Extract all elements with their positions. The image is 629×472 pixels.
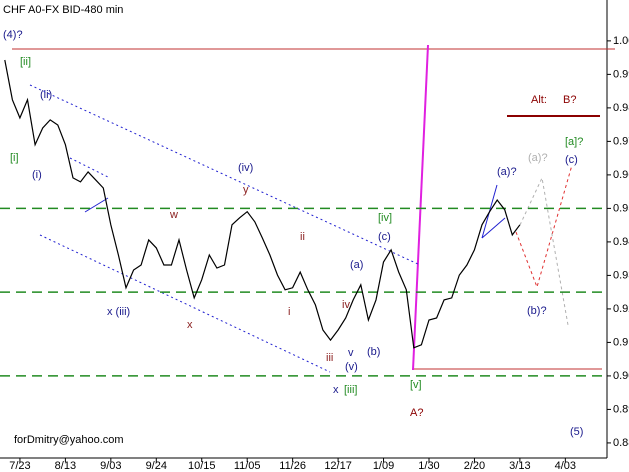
y-tick-label: 0.880 bbox=[613, 437, 629, 449]
x-tick-label: 11/05 bbox=[234, 460, 261, 472]
wave-label: [v] bbox=[410, 379, 422, 391]
wave-label: A? bbox=[410, 407, 423, 419]
wave-label: (4)? bbox=[3, 29, 23, 41]
y-tick-label: 0.930 bbox=[613, 269, 629, 281]
wave-label: (a)? bbox=[528, 152, 548, 164]
wave-label: (5) bbox=[570, 426, 583, 438]
wave-label: x (iii) bbox=[107, 306, 130, 318]
y-tick-label: 0.900 bbox=[613, 370, 629, 382]
alt-forecast-path bbox=[519, 176, 569, 326]
wave-label: (a)? bbox=[497, 166, 517, 178]
wave-label: (a) bbox=[350, 259, 363, 271]
y-tick-label: 0.920 bbox=[613, 303, 629, 315]
wave-label: (i) bbox=[32, 169, 42, 181]
wave-label: [ii] bbox=[20, 56, 31, 68]
x-tick-label: 3/13 bbox=[509, 460, 530, 472]
y-tick-label: 0.990 bbox=[613, 68, 629, 80]
y-tick-label: 0.970 bbox=[613, 135, 629, 147]
wave-label: y bbox=[243, 184, 249, 196]
x-tick-label: 2/20 bbox=[464, 460, 485, 472]
y-tick-label: 0.890 bbox=[613, 403, 629, 415]
x-tick-label: 7/23 bbox=[9, 460, 30, 472]
wave-label: forDmitry@yahoo.com bbox=[14, 434, 124, 446]
wave-label: ii bbox=[300, 231, 305, 243]
y-tick-label: 0.980 bbox=[613, 102, 629, 114]
chart-title: CHF A0-FX BID-480 min bbox=[3, 4, 123, 16]
wave-label: (c) bbox=[565, 154, 578, 166]
triangle bbox=[84, 184, 506, 239]
forecast-path bbox=[515, 164, 573, 289]
y-tick-label: 0.960 bbox=[613, 169, 629, 181]
x-tick-label: 11/26 bbox=[279, 460, 306, 472]
wave-label: (ii) bbox=[40, 89, 52, 101]
channel bbox=[29, 84, 421, 373]
wave-label: Alt: bbox=[531, 94, 547, 106]
wave-label: i bbox=[288, 306, 290, 318]
wave-label: [iii] bbox=[344, 384, 357, 396]
wave-label: v bbox=[348, 347, 354, 359]
wave-label: [i] bbox=[10, 152, 19, 164]
wave-label: (iv) bbox=[238, 162, 253, 174]
y-tick-label: 0.940 bbox=[613, 236, 629, 248]
y-tick-label: 0.950 bbox=[613, 202, 629, 214]
wave-label: (v) bbox=[345, 361, 358, 373]
wave-label: (b)? bbox=[527, 305, 547, 317]
projection-line bbox=[412, 44, 429, 371]
x-tick-label: 8/13 bbox=[55, 460, 76, 472]
x-tick-label: 4/03 bbox=[555, 460, 576, 472]
wave-label: x bbox=[333, 384, 339, 396]
price-line bbox=[4, 59, 521, 349]
wave-label: x bbox=[187, 319, 193, 331]
x-tick-label: 1/30 bbox=[418, 460, 439, 472]
y-tick-label: 1.000 bbox=[613, 35, 629, 47]
x-tick-label: 9/03 bbox=[100, 460, 121, 472]
wave-label: iv bbox=[342, 299, 350, 311]
wave-label: iii bbox=[326, 352, 333, 364]
x-tick-label: 1/09 bbox=[373, 460, 394, 472]
y-tick-label: 0.910 bbox=[613, 336, 629, 348]
wave-label: w bbox=[169, 209, 178, 221]
x-tick-label: 12/17 bbox=[324, 460, 352, 472]
wave-label: (b) bbox=[367, 346, 380, 358]
wave-label: [iv] bbox=[378, 212, 392, 224]
wave-label: [a]? bbox=[565, 136, 583, 148]
x-tick-label: 10/15 bbox=[188, 460, 216, 472]
wave-label: (c) bbox=[378, 231, 391, 243]
wave-label: B? bbox=[563, 94, 576, 106]
x-tick-label: 9/24 bbox=[146, 460, 167, 472]
